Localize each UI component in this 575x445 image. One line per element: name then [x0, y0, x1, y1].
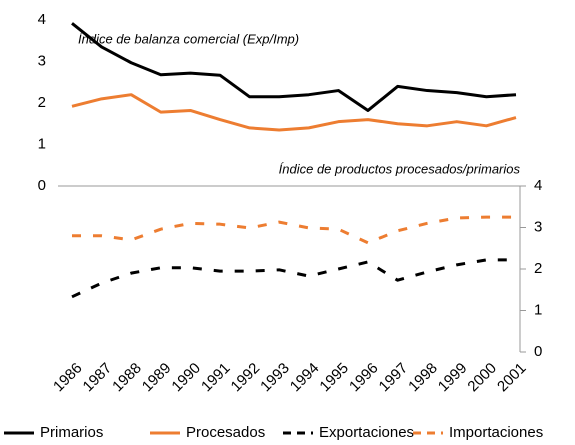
- y2-tick-label: 2: [534, 260, 542, 277]
- x-tick-label: 1996: [346, 360, 382, 396]
- x-tick-label: 1988: [109, 360, 145, 396]
- legend-label: Importaciones: [449, 424, 543, 441]
- x-tick-label: 1999: [435, 360, 471, 396]
- x-tick-label: 1997: [376, 360, 412, 396]
- x-tick-label: 1995: [316, 360, 352, 396]
- x-tick-label: 1986: [50, 360, 86, 396]
- x-tick-label: 1992: [228, 360, 264, 396]
- annotation: Índice de productos procesados/primarios: [279, 161, 521, 176]
- series-line: [72, 215, 516, 245]
- y2-tick-label: 1: [534, 301, 542, 318]
- y-tick-label: 3: [38, 52, 46, 69]
- y-tick-label: 1: [38, 135, 46, 152]
- x-tick-label: 1994: [287, 360, 323, 396]
- x-tick-label: 1987: [80, 360, 116, 396]
- x-tick-label: 2000: [464, 360, 500, 396]
- legend-label: Primarios: [40, 424, 103, 441]
- x-tick-label: 1991: [198, 360, 234, 396]
- x-tick-label: 1998: [405, 360, 441, 396]
- y2-tick-label: 0: [534, 343, 542, 360]
- legend-label: Exportaciones: [319, 424, 414, 441]
- x-tick-label: 1993: [257, 360, 293, 396]
- x-tick-label: 2001: [494, 360, 530, 396]
- y-tick-label: 2: [38, 94, 46, 111]
- x-tick-label: 1990: [168, 360, 204, 396]
- legend-label: Procesados: [186, 424, 265, 441]
- x-tick-label: 1989: [139, 360, 175, 396]
- series-line: [71, 258, 516, 299]
- y2-tick-label: 4: [534, 177, 542, 194]
- y2-tick-label: 3: [534, 218, 542, 235]
- series-line: [71, 93, 517, 132]
- series-line: [71, 22, 517, 112]
- y-tick-label: 0: [38, 177, 46, 194]
- y-tick-label: 4: [38, 11, 46, 28]
- annotation: Índice de balanza comercial (Exp/Imp): [78, 31, 299, 46]
